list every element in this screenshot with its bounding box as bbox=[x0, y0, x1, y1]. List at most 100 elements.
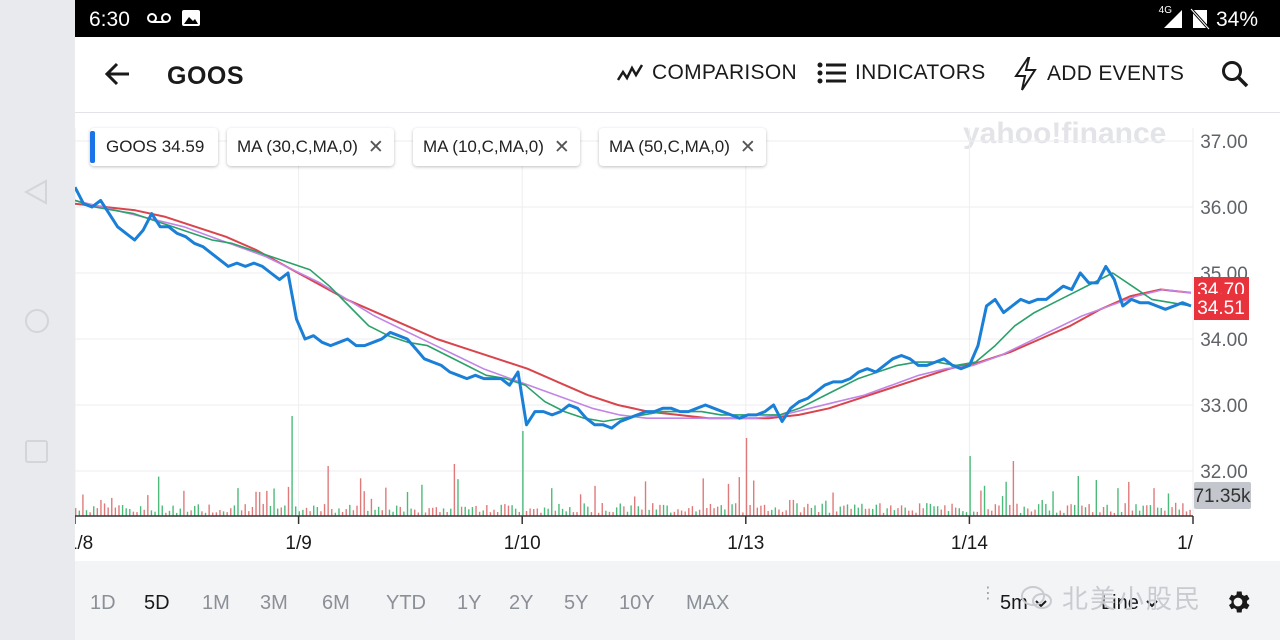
volume-bar bbox=[114, 507, 117, 516]
volume-bar bbox=[1142, 505, 1144, 516]
volume-bar bbox=[367, 510, 369, 516]
range-max[interactable]: MAX bbox=[686, 592, 730, 614]
volume-bar bbox=[338, 508, 340, 516]
x-tick-label: 1/8 bbox=[75, 533, 93, 554]
volume-bar bbox=[417, 512, 420, 516]
volume-bar bbox=[543, 507, 546, 516]
volume-bar bbox=[821, 503, 823, 516]
price-chart[interactable]: yahoo!finance 37.0036.0035.0034.0033.003… bbox=[75, 113, 1280, 561]
volume-bar bbox=[846, 504, 849, 516]
volume-bar bbox=[1045, 503, 1047, 516]
range-1d[interactable]: 1D bbox=[90, 592, 116, 614]
chip-ma50[interactable]: MA (50,C,MA,0) ✕ bbox=[599, 128, 766, 166]
gear-icon[interactable] bbox=[1223, 587, 1253, 617]
volume-bar bbox=[551, 488, 553, 516]
chip-ma30[interactable]: MA (30,C,MA,0) ✕ bbox=[227, 128, 394, 166]
chart-type-dropdown[interactable]: Line bbox=[1101, 592, 1159, 615]
volume-bar bbox=[749, 505, 751, 516]
volume-bar bbox=[983, 485, 986, 516]
volume-bar bbox=[507, 505, 510, 516]
volume-bar bbox=[186, 511, 189, 516]
volume-bar bbox=[615, 507, 618, 516]
chip-ma10[interactable]: MA (10,C,MA,0) ✕ bbox=[413, 128, 580, 166]
volume-bar bbox=[731, 504, 733, 516]
volume-bar bbox=[320, 511, 322, 516]
range-5y[interactable]: 5Y bbox=[564, 592, 589, 614]
close-icon[interactable]: ✕ bbox=[553, 136, 570, 158]
interval-value: 5m bbox=[1000, 592, 1028, 614]
range-ytd[interactable]: YTD bbox=[386, 592, 426, 614]
volume-bar bbox=[774, 507, 777, 516]
search-icon[interactable] bbox=[1220, 59, 1250, 89]
volume-bar bbox=[439, 512, 441, 516]
volume-bar bbox=[695, 511, 697, 516]
volume-bar bbox=[991, 510, 993, 516]
add-events-button[interactable]: ADD EVENTS bbox=[1013, 57, 1184, 91]
range-6m[interactable]: 6M bbox=[322, 592, 350, 614]
close-icon[interactable]: ✕ bbox=[739, 136, 756, 158]
volume-bar bbox=[500, 504, 502, 516]
volume-bar bbox=[1099, 512, 1101, 516]
volume-bar bbox=[998, 505, 1000, 516]
volume-bar bbox=[753, 480, 755, 516]
volume-bar bbox=[954, 507, 957, 516]
y-tick-label: 37.00 bbox=[1200, 132, 1248, 153]
arrow-left-icon[interactable] bbox=[103, 59, 133, 89]
volume-bar bbox=[572, 512, 575, 516]
interval-dropdown[interactable]: 5m bbox=[1000, 592, 1048, 615]
volume-bar bbox=[179, 508, 181, 516]
volume-bar bbox=[1167, 493, 1170, 516]
volume-bar bbox=[147, 495, 149, 516]
nav-home-icon[interactable] bbox=[22, 306, 52, 336]
volume-bar bbox=[547, 508, 549, 516]
y-tick-label: 34.00 bbox=[1200, 330, 1248, 351]
volume-bar bbox=[446, 512, 448, 516]
volume-bar bbox=[1178, 509, 1180, 516]
status-bar: 6:30 4G 34% bbox=[75, 0, 1280, 37]
volume-bar bbox=[608, 511, 611, 516]
volume-bar bbox=[1012, 461, 1015, 516]
comparison-button[interactable]: COMPARISON bbox=[616, 61, 797, 85]
volume-bar bbox=[803, 507, 805, 516]
volume-bar bbox=[129, 508, 131, 516]
volume-bar bbox=[183, 490, 185, 516]
range-2y[interactable]: 2Y bbox=[509, 592, 534, 614]
volume-bar bbox=[767, 510, 769, 516]
volume-bar bbox=[601, 503, 603, 516]
nav-recents-icon[interactable] bbox=[22, 437, 52, 467]
volume-bar bbox=[958, 508, 960, 516]
range-3m[interactable]: 3M bbox=[260, 592, 288, 614]
volume-bar bbox=[1034, 509, 1036, 516]
signal-icon bbox=[1164, 10, 1182, 28]
range-5d[interactable]: 5D bbox=[144, 592, 170, 614]
volume-bar bbox=[518, 511, 520, 516]
volume-bar bbox=[1146, 505, 1148, 516]
volume-bar bbox=[626, 511, 629, 516]
volume-bar bbox=[857, 507, 859, 516]
range-1y[interactable]: 1Y bbox=[457, 592, 482, 614]
volume-bar bbox=[522, 431, 524, 516]
volume-bar bbox=[89, 512, 91, 516]
indicators-button[interactable]: INDICATORS bbox=[817, 61, 986, 85]
volume-bar bbox=[720, 505, 722, 516]
volume-bar bbox=[882, 512, 885, 516]
volume-bar bbox=[377, 506, 380, 516]
volume-bar bbox=[262, 503, 264, 516]
range-10y[interactable]: 10Y bbox=[619, 592, 655, 614]
volume-bar bbox=[886, 508, 888, 516]
range-1m[interactable]: 1M bbox=[202, 592, 230, 614]
chevron-down-icon bbox=[1035, 599, 1047, 607]
chart-area[interactable]: yahoo!finance 37.00 36.00 35.00 34.00 33.00 3… bbox=[75, 113, 1280, 561]
list-icon bbox=[817, 62, 846, 84]
volume-bar bbox=[276, 508, 279, 516]
close-icon[interactable]: ✕ bbox=[367, 136, 384, 158]
volume-bar bbox=[392, 511, 394, 516]
nav-back-icon[interactable] bbox=[22, 177, 52, 207]
volume-bar bbox=[132, 511, 135, 516]
volume-bar bbox=[1001, 496, 1004, 516]
volume-badge: 71.35k bbox=[1193, 486, 1251, 507]
chip-goos[interactable]: GOOS 34.59 bbox=[90, 128, 218, 166]
volume-bar bbox=[825, 500, 827, 516]
volume-bar bbox=[460, 506, 463, 516]
volume-bar bbox=[684, 511, 686, 516]
